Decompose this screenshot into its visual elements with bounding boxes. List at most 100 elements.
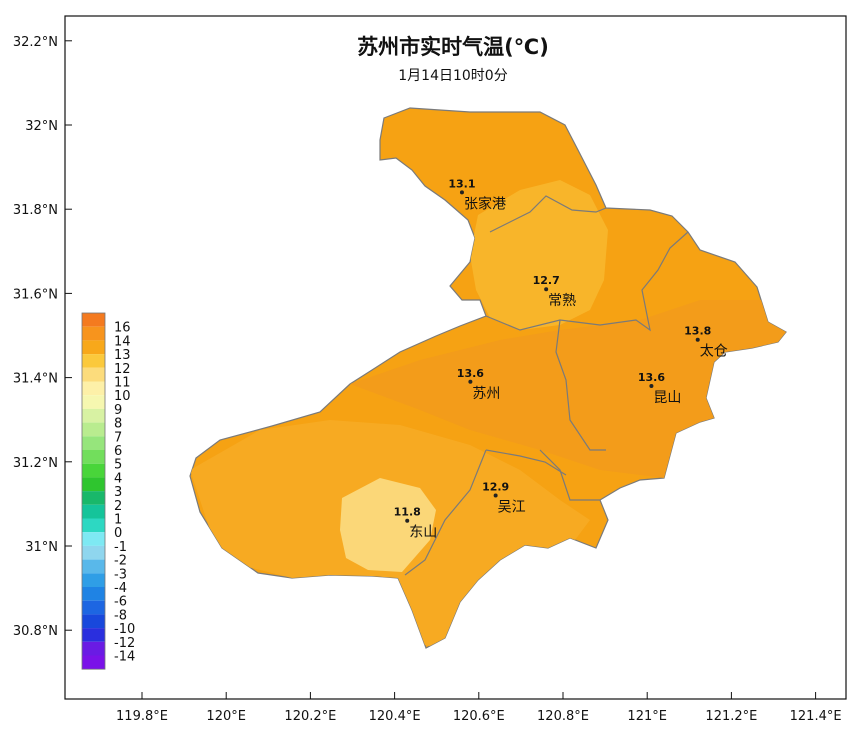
legend-label: 2 — [114, 499, 122, 514]
legend-swatch — [82, 340, 105, 355]
station-dot — [405, 518, 410, 523]
county-border — [485, 231, 689, 332]
map-subtitle: 1月14日10时0分 — [398, 68, 507, 84]
station-name: 张家港 — [464, 195, 506, 212]
county-border — [404, 449, 487, 576]
x-axis: 119.8°E 120°E 120.2°E 120.4°E 120.6°E 120.8°E… — [116, 692, 842, 724]
station-value: 11.8 — [394, 506, 421, 519]
x-tick-label: 121°E — [627, 709, 667, 724]
legend-label: -12 — [114, 636, 135, 651]
legend-swatch — [82, 504, 105, 519]
y-tick-label: 31.4°N — [13, 372, 58, 387]
station-value: 13.6 — [638, 371, 665, 384]
legend-swatch — [82, 450, 105, 464]
legend-label: 12 — [114, 362, 131, 377]
station-name: 常熟 — [548, 293, 576, 309]
county-border — [555, 319, 606, 451]
station-value: 12.7 — [533, 274, 560, 287]
legend-label: -14 — [114, 650, 135, 665]
county-border — [489, 195, 607, 233]
legend-swatch — [82, 367, 105, 382]
station-dot — [649, 384, 654, 389]
y-tick-label: 31.6°N — [13, 287, 58, 302]
station-dot — [544, 287, 549, 292]
y-tick-label: 31°N — [25, 540, 58, 555]
legend-swatch — [82, 641, 105, 656]
x-tick-label: 120.2°E — [284, 709, 336, 724]
legend-label: -4 — [114, 581, 127, 596]
legend-label: 7 — [114, 430, 122, 445]
legend-label: 13 — [114, 348, 131, 363]
legend-label: 14 — [114, 334, 131, 349]
legend-label: 4 — [114, 471, 122, 486]
station-marker: 13.1 张家港 — [448, 177, 506, 212]
station-marker: 12.9 吴江 — [482, 480, 526, 515]
x-tick-label: 120.8°E — [537, 709, 589, 724]
legend-swatch — [82, 313, 105, 327]
legend-swatch — [82, 532, 105, 546]
legend-label: 10 — [114, 389, 131, 404]
legend-swatch — [82, 573, 105, 587]
legend-label: 5 — [114, 458, 122, 473]
station-name: 苏州 — [472, 386, 500, 402]
legend-swatch — [82, 436, 105, 450]
legend-swatch — [82, 655, 105, 670]
coolest-zone — [340, 478, 436, 572]
legend-swatch — [82, 395, 105, 409]
legend-swatch — [82, 491, 105, 505]
legend-label: 9 — [114, 403, 122, 418]
legend-label: -1 — [114, 540, 127, 555]
station-value: 12.9 — [482, 480, 509, 493]
legend-label: -6 — [114, 595, 127, 610]
station-marker: 11.8 东山 — [394, 506, 438, 541]
station-value: 13.8 — [684, 325, 711, 338]
station-name: 太仓 — [700, 344, 728, 360]
legend-swatch — [82, 477, 105, 492]
legend-swatch — [82, 408, 105, 423]
cool-zone-north — [470, 180, 608, 330]
legend-swatch — [82, 559, 105, 574]
station-name: 吴江 — [498, 499, 526, 515]
legend-swatch — [82, 614, 105, 629]
x-tick-label: 119.8°E — [116, 709, 168, 724]
legend-swatch — [82, 587, 105, 601]
legend-label: -2 — [114, 554, 127, 569]
legend-swatch — [82, 600, 105, 615]
y-axis: 32.2°N 32°N 31.8°N 31.6°N 31.4°N 31.2°N 31°N 30… — [13, 35, 72, 639]
y-tick-label: 31.2°N — [13, 456, 58, 471]
legend-swatch — [82, 422, 105, 437]
x-tick-label: 120.4°E — [369, 709, 421, 724]
station-value: 13.1 — [448, 177, 475, 190]
station-dot — [459, 190, 464, 195]
station-marker: 13.8 太仓 — [684, 325, 728, 360]
legend-label: -8 — [114, 608, 127, 623]
color-legend: 1614131211109876543210-1-2-3-4-6-8-10-12… — [81, 312, 135, 670]
legend-swatch — [82, 628, 105, 642]
legend-label: 11 — [114, 376, 131, 391]
legend-label: 8 — [114, 417, 122, 432]
map-title: 苏州市实时气温(℃) — [357, 35, 549, 59]
legend-label: 6 — [114, 444, 122, 459]
station-marker: 13.6 昆山 — [638, 371, 682, 406]
y-tick-label: 30.8°N — [13, 624, 58, 639]
station-dot — [695, 337, 700, 342]
legend-swatch — [82, 463, 105, 478]
suzhou-region — [189, 107, 787, 649]
legend-label: 16 — [114, 321, 131, 336]
legend-frame — [81, 312, 106, 670]
legend-swatch — [82, 545, 105, 560]
x-tick-label: 121.4°E — [790, 709, 842, 724]
station-name: 昆山 — [653, 390, 681, 406]
legend-label: 0 — [114, 526, 122, 541]
station-value: 13.6 — [457, 367, 484, 380]
legend-label: -3 — [114, 567, 127, 582]
legend-swatch — [82, 381, 105, 396]
station-dot — [493, 493, 498, 498]
station-marker: 12.7 常熟 — [533, 274, 577, 309]
county-border — [539, 449, 600, 501]
y-tick-label: 32.2°N — [13, 35, 58, 50]
station-layer: 13.1 张家港 12.7 常熟 13.8 太仓 13.6 苏州 13.6 昆山 12.9 吴江 11.… — [394, 177, 728, 540]
x-tick-label: 120.6°E — [453, 709, 505, 724]
legend-label: 3 — [114, 485, 122, 500]
